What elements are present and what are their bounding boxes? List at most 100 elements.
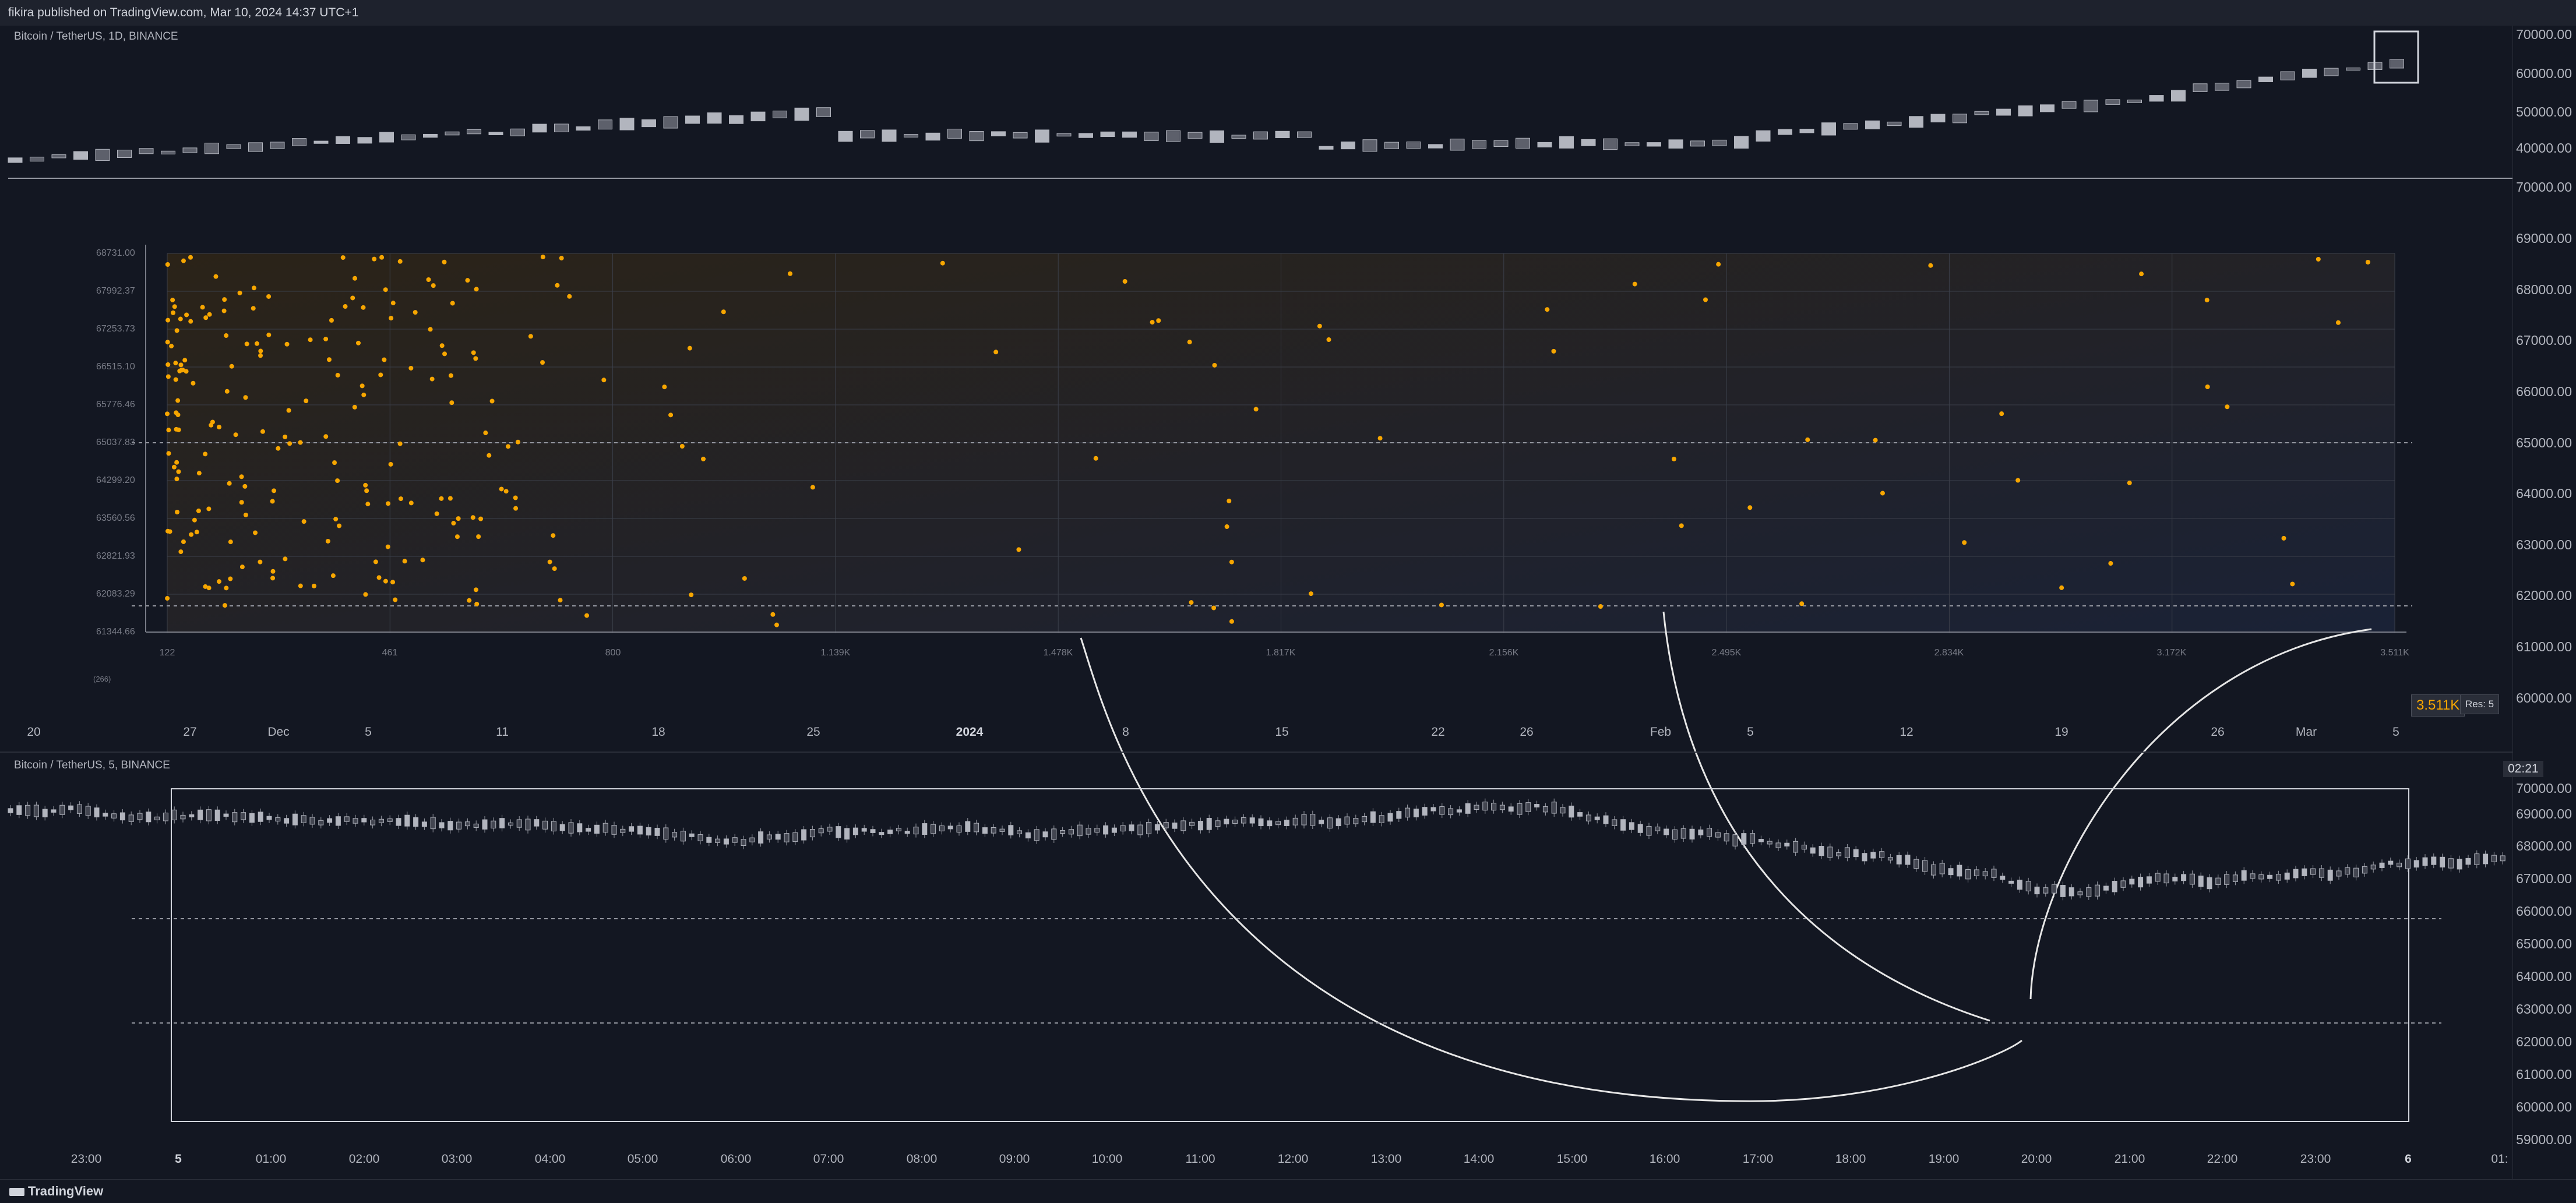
intraday-candle xyxy=(42,809,48,817)
inset-dot xyxy=(287,441,293,446)
inset-dot xyxy=(1211,605,1217,611)
daily-candle xyxy=(838,130,853,142)
y-tick: 50000.00 xyxy=(2516,104,2572,119)
inset-dot xyxy=(1308,591,1313,597)
intraday-candle xyxy=(241,812,246,820)
intraday-candle xyxy=(525,819,531,831)
inset-dot xyxy=(1326,337,1331,343)
y-tick: 63000.00 xyxy=(2516,1001,2572,1017)
intraday-candle xyxy=(2112,881,2117,892)
inset-dot xyxy=(473,356,478,361)
x-tick: 07:00 xyxy=(813,1152,844,1166)
intraday-candle xyxy=(301,815,306,823)
intraday-candle xyxy=(1870,852,1876,859)
inset-dot xyxy=(178,549,184,555)
inset-value-badge: 3.511K xyxy=(2411,694,2465,717)
inset-dot xyxy=(301,519,306,524)
x-tick: 06:00 xyxy=(720,1152,752,1166)
price-axis[interactable]: 70000.00 60000.00 50000.00 40000.00 7000… xyxy=(2512,26,2576,1179)
inset-dot xyxy=(451,521,456,526)
x-tick: 09:00 xyxy=(999,1152,1030,1166)
intraday-candle xyxy=(1715,832,1721,838)
intraday-candle xyxy=(1724,833,1729,842)
inset-dot xyxy=(1212,362,1217,368)
top-symbol-label[interactable]: Bitcoin / TetherUS, 1D, BINANCE xyxy=(14,30,178,43)
inset-dot xyxy=(1439,602,1444,608)
x-tick: 5 xyxy=(1747,725,1754,739)
y-tick: 67000.00 xyxy=(2516,871,2572,886)
intraday-candle xyxy=(1077,824,1083,837)
daily-candle xyxy=(313,140,329,144)
inset-dot xyxy=(398,496,403,502)
tradingview-logo[interactable]: TradingView xyxy=(9,1184,103,1199)
intraday-candle xyxy=(16,805,22,815)
inset-dot xyxy=(196,508,201,513)
y-tick: 65000.00 xyxy=(2516,936,2572,951)
intraday-candle xyxy=(2318,868,2324,878)
inset-dot xyxy=(325,538,330,544)
daily-candle xyxy=(1712,139,1727,146)
intraday-candle xyxy=(1905,855,1911,865)
intraday-candle xyxy=(119,812,125,821)
daily-candle xyxy=(488,132,503,136)
inset-dot xyxy=(447,496,453,501)
inset-dot xyxy=(2204,298,2209,303)
intraday-candle xyxy=(1930,864,1936,876)
intraday-candle xyxy=(1655,826,1661,831)
intraday-candle xyxy=(2258,874,2264,880)
inset-dot xyxy=(206,506,212,511)
daily-candle xyxy=(292,138,306,146)
arrow-curve-3 xyxy=(2029,628,2372,1000)
inset-dot xyxy=(1224,524,1229,530)
daily-candle xyxy=(1516,137,1530,149)
pane-divider[interactable] xyxy=(0,752,2512,753)
inset-res-badge[interactable]: Res: 5 xyxy=(2460,694,2500,714)
intraday-candle xyxy=(1379,815,1384,823)
x-tick: 10:00 xyxy=(1091,1152,1123,1166)
inset-dot xyxy=(1671,456,1676,461)
intraday-candle xyxy=(1784,842,1790,846)
inset-dot xyxy=(330,573,336,578)
intraday-candle xyxy=(1775,842,1781,848)
intraday-candle xyxy=(25,805,31,816)
intraday-candle xyxy=(1982,871,1988,877)
inset-dot xyxy=(209,422,214,428)
bottom-time-axis[interactable]: 23:00 5 01:00 02:00 03:00 04:00 05:00 06… xyxy=(0,1148,2512,1171)
inset-dot xyxy=(1156,318,1161,323)
inset-dot xyxy=(499,486,504,492)
daily-candle xyxy=(1778,129,1792,135)
x-tick: 8 xyxy=(1122,725,1129,739)
x-tick: 12 xyxy=(1900,725,1914,739)
bottom-symbol-label[interactable]: Bitcoin / TetherUS, 5, BINANCE xyxy=(14,759,170,771)
inset-dot xyxy=(1873,438,1878,443)
inset-corner-label: (266) xyxy=(93,675,111,683)
inset-dot xyxy=(196,471,202,476)
intraday-candle xyxy=(516,819,522,828)
intraday-candle xyxy=(1991,869,1997,878)
daily-candle xyxy=(2018,105,2033,117)
intraday-candle xyxy=(1680,828,1686,839)
inset-dot xyxy=(555,283,560,288)
inset-x-tick: 800 xyxy=(605,648,621,658)
inset-dot xyxy=(165,411,170,417)
daily-candle xyxy=(1472,140,1486,149)
daily-candle xyxy=(1865,120,1880,129)
intraday-candle xyxy=(1163,822,1169,828)
intraday-candle xyxy=(2052,884,2057,894)
intraday-candle xyxy=(2310,868,2316,875)
intraday-candle xyxy=(2232,874,2238,882)
inset-y-tick: 65776.46 xyxy=(96,400,135,410)
intraday-candle xyxy=(2198,876,2204,887)
daily-candle xyxy=(1210,130,1224,143)
inset-dot xyxy=(270,569,276,574)
top-time-axis[interactable]: 20 27 Dec 5 11 18 25 2024 8 15 22 26 Feb… xyxy=(0,719,2512,743)
intraday-candle xyxy=(1292,817,1298,825)
daily-candle xyxy=(379,132,394,143)
intraday-candle xyxy=(637,825,643,835)
intraday-candle xyxy=(1120,825,1126,832)
intraday-candle xyxy=(1732,834,1738,846)
x-tick: 6 xyxy=(2405,1152,2412,1166)
daily-candle xyxy=(860,130,875,139)
daily-candle xyxy=(1297,131,1312,138)
